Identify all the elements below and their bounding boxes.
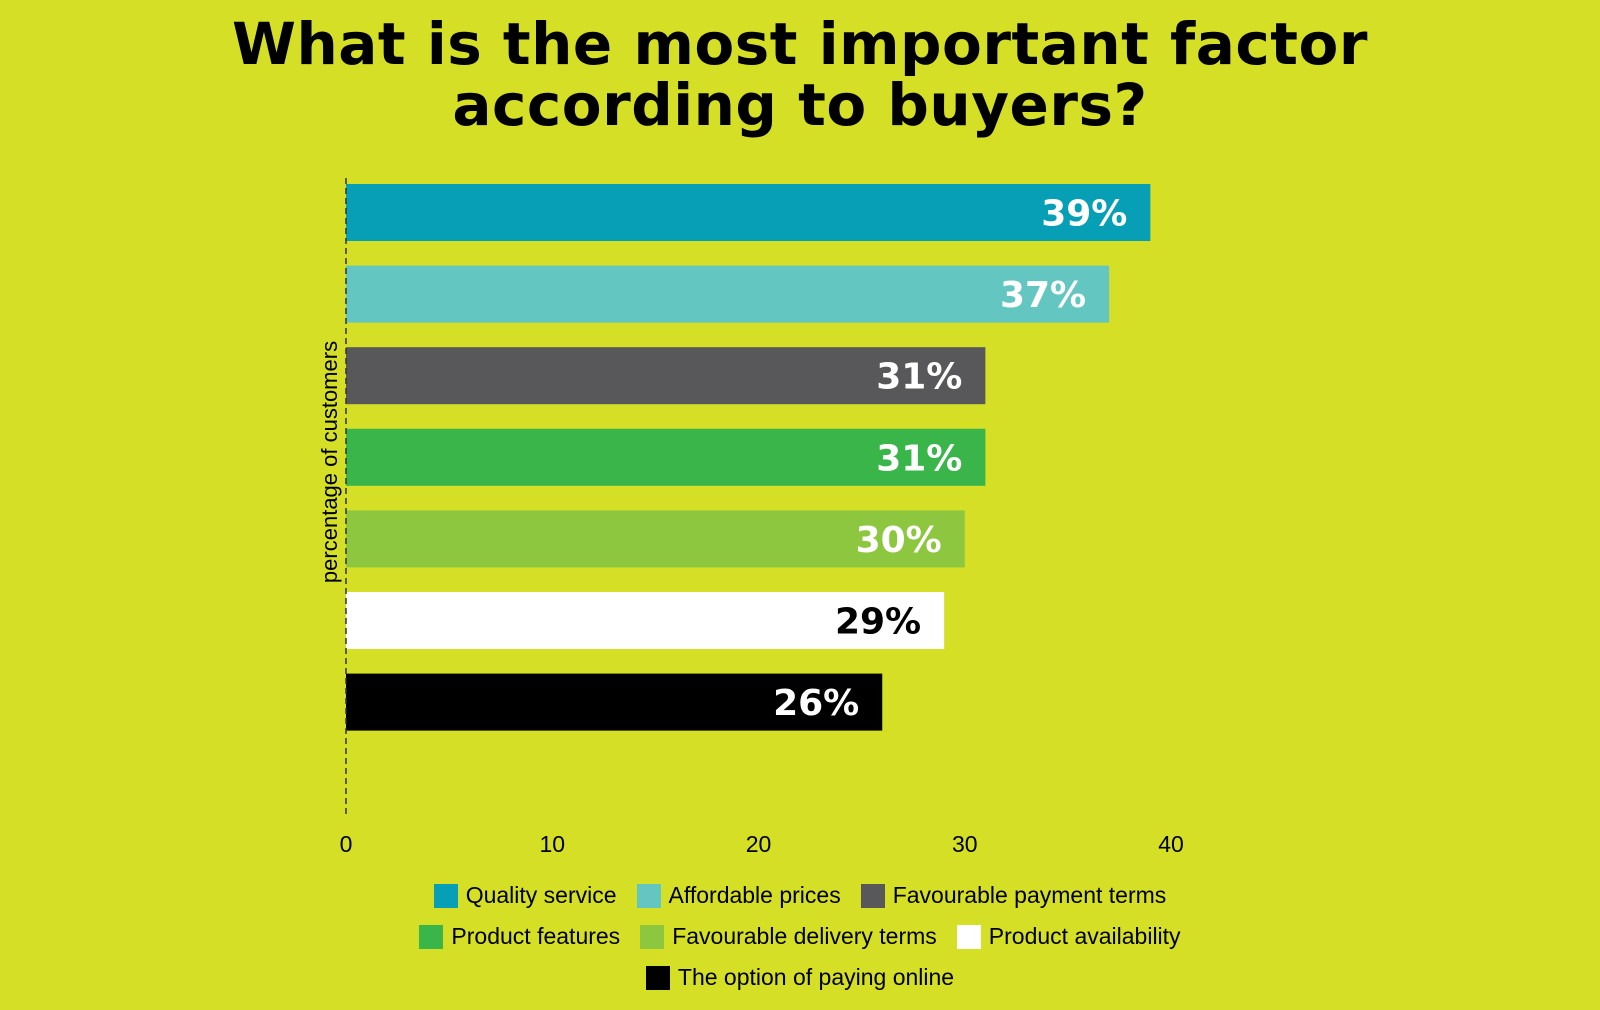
legend-label: Product availability bbox=[988, 923, 1181, 949]
legend-label: Favourable delivery terms bbox=[672, 923, 937, 949]
legend-item: Favourable payment terms bbox=[860, 882, 1167, 909]
bar-3 bbox=[346, 347, 986, 405]
legend-swatch bbox=[645, 965, 670, 990]
bar-5 bbox=[346, 510, 965, 568]
chart-title-line-1: What is the most important factor bbox=[232, 10, 1368, 78]
legend-row: Product features Favourable delivery term… bbox=[0, 916, 1600, 957]
bar-1 bbox=[346, 184, 1151, 241]
x-tick-label: 40 bbox=[1158, 831, 1184, 857]
bar-6 bbox=[346, 592, 945, 649]
bar-4 bbox=[346, 428, 986, 486]
x-tick-label: 10 bbox=[539, 831, 565, 857]
legend-row: The option of paying online bbox=[0, 957, 1600, 998]
legend-label: Affordable prices bbox=[668, 882, 841, 908]
legend: Quality service Affordable prices Favourab… bbox=[0, 875, 1600, 998]
legend-swatch bbox=[433, 883, 458, 908]
bar-7 bbox=[346, 673, 883, 731]
bar-value-label: 39% bbox=[1041, 194, 1127, 235]
chart-title: What is the most important factor accord… bbox=[0, 14, 1600, 136]
legend-swatch bbox=[419, 924, 444, 949]
x-tick-label: 20 bbox=[746, 831, 772, 857]
legend-item: Affordable prices bbox=[636, 882, 841, 909]
bar-value-label: 26% bbox=[773, 683, 859, 724]
legend-swatch bbox=[860, 883, 885, 908]
legend-label: Favourable payment terms bbox=[892, 882, 1167, 908]
legend-label: The option of paying online bbox=[677, 964, 955, 990]
bar-chart: 39% 37% 31% 31% 30% 29% 26% 0 10 20 30 40 percentage… bbox=[317, 178, 1184, 857]
legend-swatch bbox=[956, 924, 981, 949]
legend-row: Quality service Affordable prices Favourab… bbox=[0, 875, 1600, 916]
bar-value-label: 37% bbox=[1000, 275, 1086, 316]
bar-value-label: 30% bbox=[856, 520, 942, 561]
chart-title-line-2: according to buyers? bbox=[452, 71, 1148, 139]
legend-label: Quality service bbox=[465, 882, 617, 908]
legend-item: Favourable delivery terms bbox=[640, 923, 937, 950]
legend-label: Product features bbox=[451, 923, 621, 949]
bar-value-label: 31% bbox=[876, 357, 962, 398]
legend-item: Quality service bbox=[433, 882, 617, 909]
bar-value-label: 29% bbox=[835, 602, 921, 643]
y-axis-label: percentage of customers bbox=[317, 341, 342, 583]
legend-item: The option of paying online bbox=[645, 964, 955, 991]
x-tick-label: 30 bbox=[952, 831, 978, 857]
legend-item: Product features bbox=[419, 923, 620, 950]
bar-value-label: 31% bbox=[876, 438, 962, 479]
legend-swatch bbox=[636, 883, 661, 908]
legend-item: Product availability bbox=[956, 923, 1181, 950]
x-tick-label: 0 bbox=[340, 831, 353, 857]
bar-2 bbox=[346, 265, 1110, 323]
legend-swatch bbox=[640, 924, 665, 949]
